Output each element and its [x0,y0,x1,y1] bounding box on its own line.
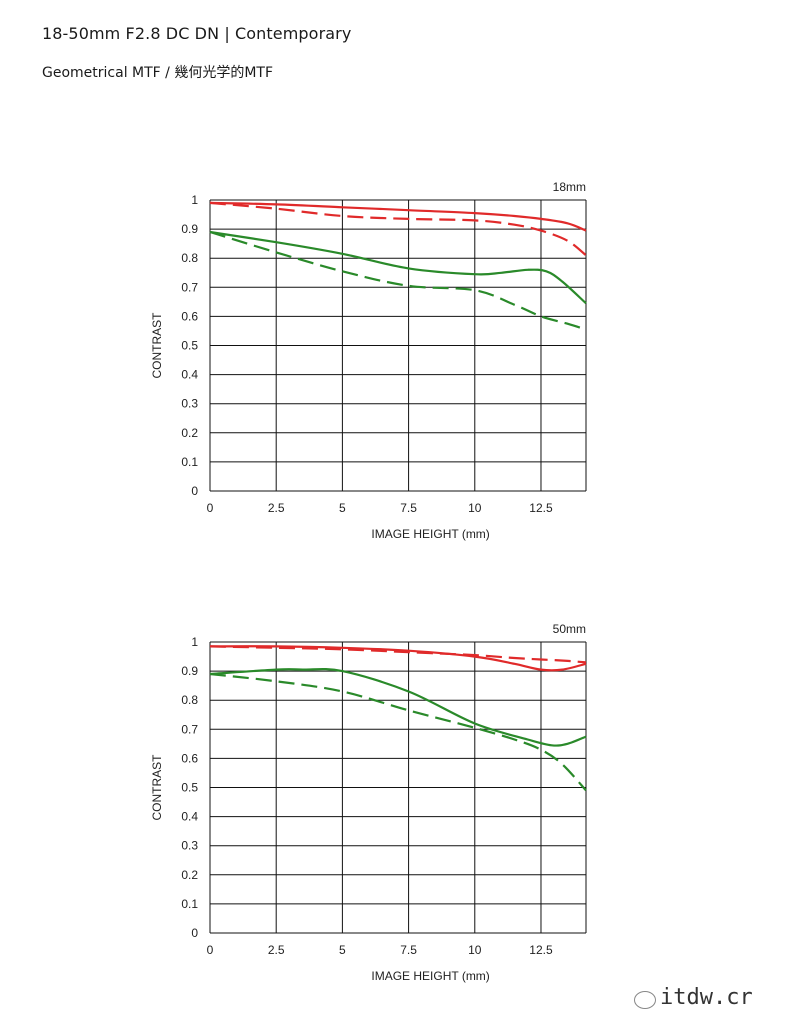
y-tick-label: 0.6 [181,309,198,323]
mtf-chart-50mm: 0 0.1 0.2 0.3 0.4 0.5 0.6 0.7 0.8 0.9 1 0 2.5 5 7.5 10 1… [0,612,788,992]
y-tick-label: 0.2 [181,868,198,882]
page-subtitle: Geometrical MTF / 幾何光学的MTF [42,65,274,81]
y-tick-label: 0.8 [181,251,198,265]
y-tick-label: 0.4 [181,810,198,824]
y-tick-label: 0 [191,484,198,498]
watermark-text: itdw.cr [660,985,753,1010]
focal-length-label: 50mm [553,622,586,636]
y-tick-label: 0 [191,926,198,940]
y-tick-label: 0.7 [181,722,198,736]
x-axis-label: IMAGE HEIGHT (mm) [371,527,489,541]
series-green-solid [209,668,587,747]
x-tick-label: 2.5 [268,501,285,515]
y-tick-label: 0.1 [181,455,198,469]
x-tick-label: 7.5 [400,501,417,515]
x-axis-label: IMAGE HEIGHT (mm) [371,969,489,983]
series-red-solid [209,645,587,672]
mtf-chart-50mm-svg: 00.10.20.30.40.50.60.70.80.910 2.5 5 7.5 10 1… [150,622,587,983]
series-green-solid [209,230,587,305]
x-tick-label: 0 [207,501,214,515]
x-tick-label: 10 [468,501,482,515]
page-title: 18-50mm F2.8 DC DN | Contemporary [42,24,352,43]
x-tick-label: 2.5 [268,943,285,957]
y-tick-label: 0.7 [181,280,198,294]
y-tick-label: 0.5 [181,339,198,353]
y-axis-label: CONTRAST [150,312,164,379]
y-tick-label: 1 [191,635,198,649]
x-tick-label: 10 [468,943,482,957]
x-tick-label: 5 [339,501,346,515]
y-tick-label: 0.3 [181,839,198,853]
y-tick-label: 0.9 [181,664,198,678]
focal-length-label: 18mm [553,180,586,194]
y-tick-label: 0.3 [181,397,198,411]
y-tick-label: 0.1 [181,897,198,911]
series-red-solid [209,201,587,232]
y-tick-label: 0.4 [181,368,198,382]
series-green-dashed [209,672,587,792]
x-tick-label: 5 [339,943,346,957]
series-red-dashed [209,645,587,664]
x-tick-label: 12.5 [529,501,553,515]
mtf-chart-18mm: 0 0.1 0.2 0.3 0.4 0.5 0.6 0.7 0.8 0.9 1 0 2.5 5 7.5 10 1… [0,170,788,550]
x-tick-label: 12.5 [529,943,553,957]
mtf-chart-18mm-svg: 00.10.20.30.40.50.60.70.80.910 2.5 5 7.5 10 1… [150,180,587,541]
x-tick-label: 0 [207,943,214,957]
y-axis-label: CONTRAST [150,754,164,821]
y-tick-label: 0.5 [181,781,198,795]
series-red-dashed [209,201,587,257]
y-tick-label: 1 [191,193,198,207]
y-tick-label: 0.8 [181,693,198,707]
y-tick-label: 0.2 [181,426,198,440]
series-green-dashed [209,230,587,331]
y-tick-label: 0.9 [181,222,198,236]
y-tick-label: 0.6 [181,751,198,765]
weibo-icon [634,991,656,1009]
x-tick-label: 7.5 [400,943,417,957]
